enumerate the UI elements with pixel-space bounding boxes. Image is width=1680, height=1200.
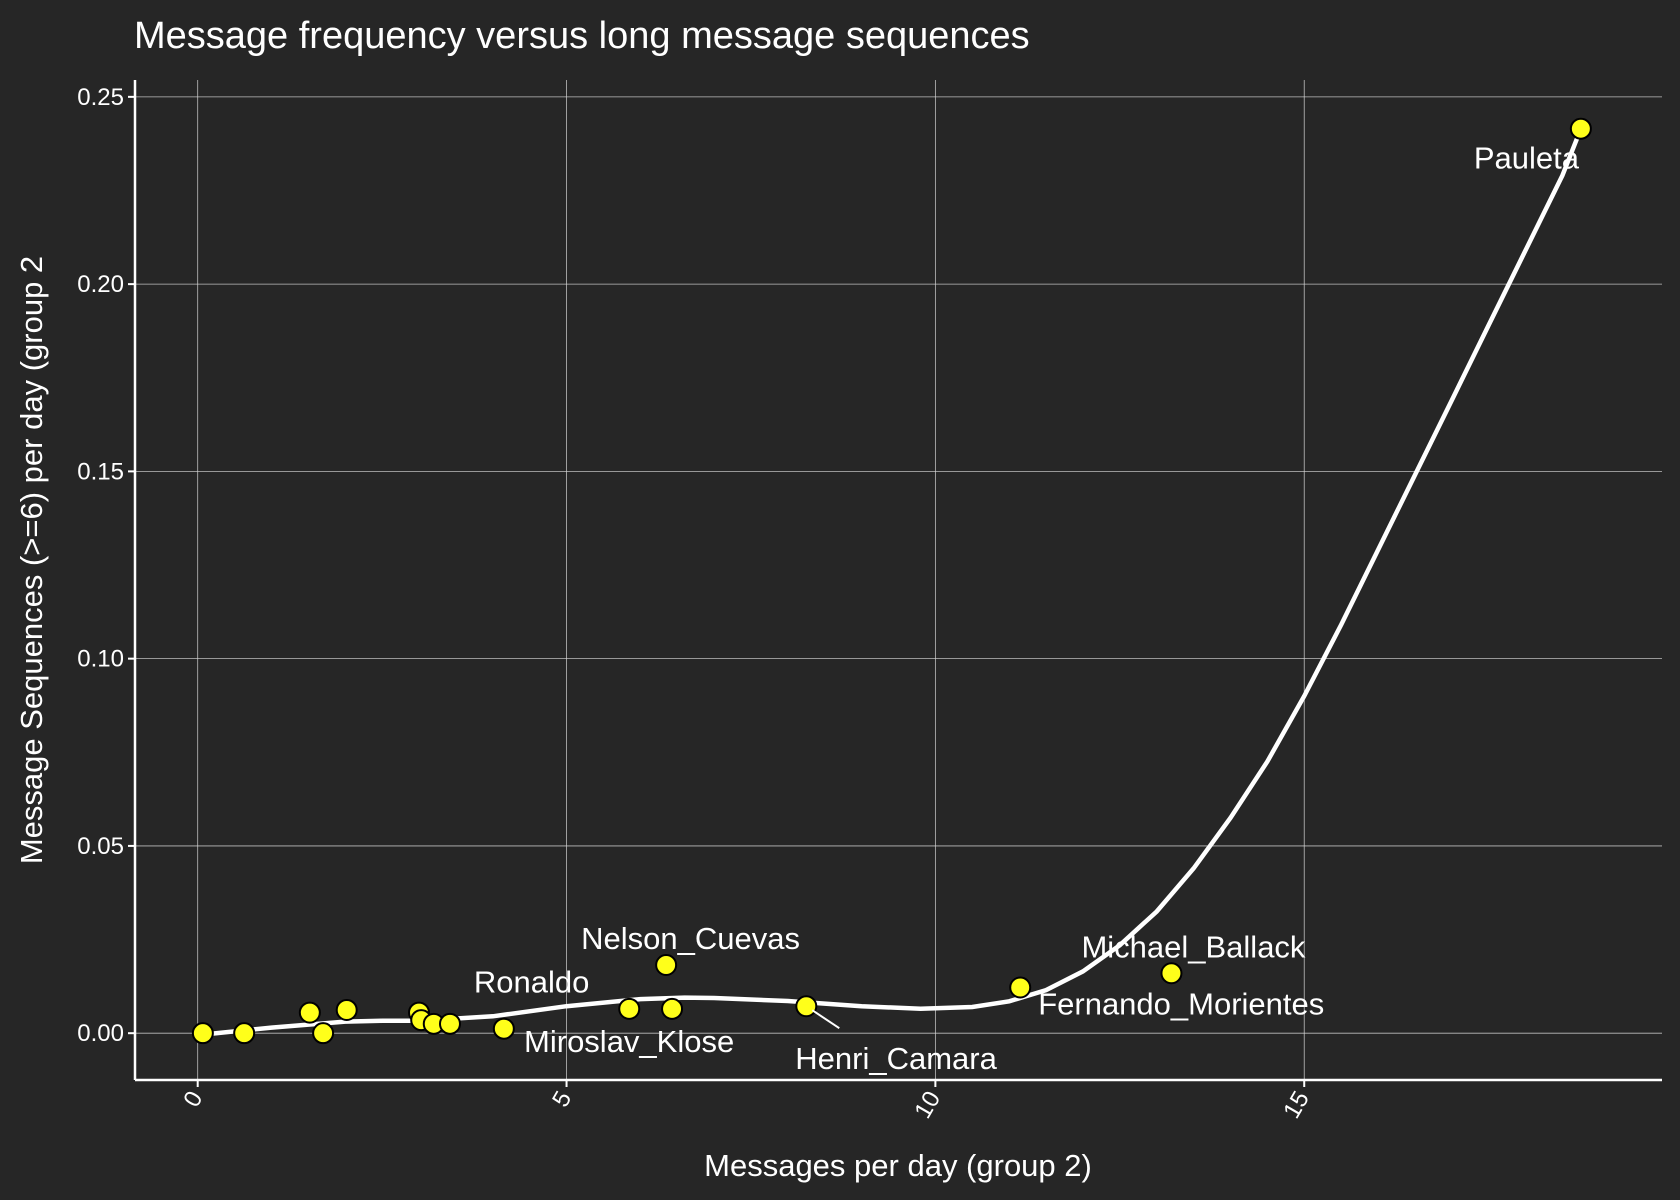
point-labels: Pauleta Michael_Ballack Fernando_Morientes… xyxy=(474,141,1580,1077)
y-tick-label: 0.20 xyxy=(77,271,124,298)
point-label: Miroslav_Klose xyxy=(524,1024,734,1059)
y-tick-label: 0.15 xyxy=(77,458,124,485)
x-tick-label: 5 xyxy=(547,1087,577,1112)
point-label: Fernando_Morientes xyxy=(1038,986,1324,1021)
x-tick-label: 0 xyxy=(178,1087,208,1112)
y-tick-label: 0.10 xyxy=(77,646,124,673)
points xyxy=(191,117,1592,1045)
data-point xyxy=(661,997,684,1020)
y-axis-title: Message Sequences (>=6) per day (group 2 xyxy=(14,256,49,864)
x-axis-title: Messages per day (group 2) xyxy=(704,1148,1092,1183)
point-label: Nelson_Cuevas xyxy=(581,921,800,956)
data-point xyxy=(335,998,358,1021)
chart-title: Message frequency versus long message se… xyxy=(134,15,1030,57)
x-tick-label: 15 xyxy=(1278,1087,1315,1124)
data-point xyxy=(795,995,818,1018)
data-point xyxy=(492,1017,515,1040)
y-tick-label: 0.05 xyxy=(77,833,124,860)
y-tick-label: 0.00 xyxy=(77,1020,124,1047)
data-point xyxy=(1009,976,1032,999)
point-label: Pauleta xyxy=(1474,141,1580,176)
x-tick-label: 10 xyxy=(909,1087,946,1124)
data-point xyxy=(191,1022,214,1045)
grid xyxy=(135,80,1662,1080)
point-label: Michael_Ballack xyxy=(1081,929,1305,964)
y-tick-label: 0.25 xyxy=(77,84,124,111)
point-label: Henri_Camara xyxy=(795,1041,997,1076)
data-point xyxy=(655,954,678,977)
data-point xyxy=(618,997,641,1020)
data-point xyxy=(1569,117,1592,140)
point-label: Ronaldo xyxy=(474,965,589,1000)
data-point xyxy=(1160,962,1183,985)
label-leader-line xyxy=(811,1009,840,1030)
smooth-trend-line xyxy=(197,127,1583,1038)
axes: 0.00 0.05 0.10 0.15 0.20 0.25 0 5 10 15 xyxy=(77,80,1662,1123)
data-point xyxy=(312,1022,335,1045)
data-point xyxy=(298,1001,321,1024)
data-point xyxy=(438,1012,461,1035)
data-point xyxy=(233,1022,256,1045)
